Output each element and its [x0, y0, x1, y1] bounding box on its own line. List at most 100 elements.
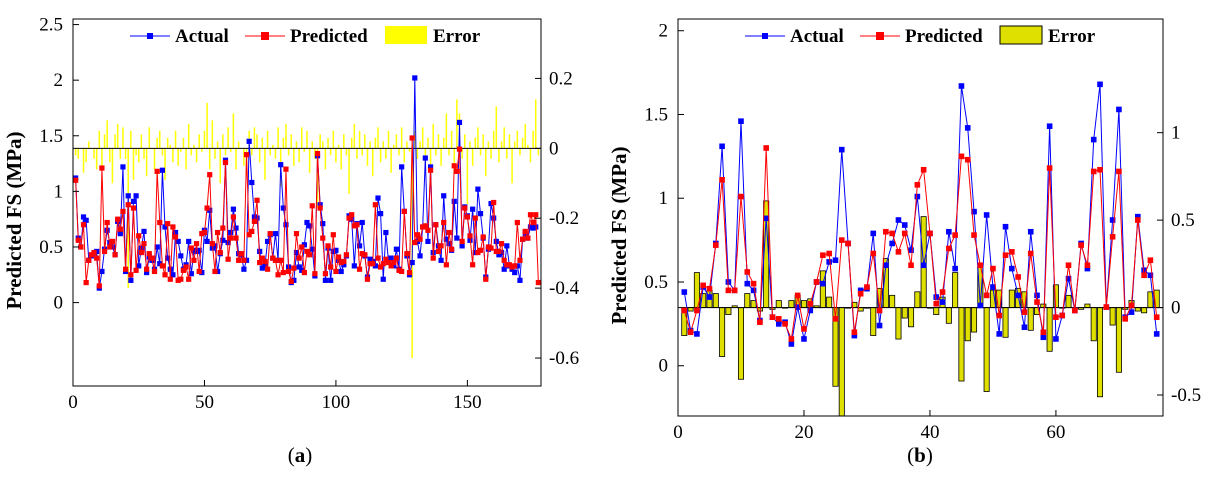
actual-point [958, 83, 965, 89]
error-bar [1046, 307, 1053, 352]
predicted-point [763, 145, 769, 151]
error-bar [403, 148, 406, 163]
error-bar [445, 113, 448, 149]
error-bar [140, 134, 143, 149]
predicted-point [694, 307, 700, 314]
actual-point [262, 263, 268, 269]
actual-point [259, 265, 265, 271]
panel-label-part: ) [305, 443, 312, 467]
predicted-point [870, 250, 877, 257]
y2-tick-label: 0 [1171, 298, 1181, 319]
predicted-point [832, 316, 839, 322]
actual-point [1153, 331, 1160, 337]
error-bar [198, 134, 200, 149]
error-bar [300, 127, 303, 149]
error-bar [361, 148, 363, 156]
error-bar [516, 130, 519, 149]
predicted-point [857, 290, 864, 297]
predicted-point [1027, 250, 1034, 257]
actual-point [393, 246, 399, 252]
predicted-point [225, 256, 231, 262]
error-bar [74, 148, 77, 156]
predicted-point [285, 268, 292, 275]
error-bar [408, 148, 411, 152]
actual-point [1034, 292, 1040, 299]
predicted-point [514, 219, 520, 226]
actual-point [750, 287, 757, 294]
predicted-point [1015, 274, 1021, 280]
actual-point [204, 238, 210, 245]
actual-point [367, 256, 373, 262]
error-bar [500, 141, 503, 149]
actual-point [146, 254, 152, 260]
predicted-point [1021, 309, 1028, 315]
actual-point [983, 212, 990, 218]
error-bar [440, 148, 442, 166]
predicted-line [75, 137, 539, 286]
predicted-point [401, 208, 407, 214]
predicted-point [901, 230, 908, 237]
error-bar [487, 141, 490, 149]
predicted-point [427, 167, 434, 173]
actual-point [1021, 324, 1028, 331]
predicted-point [128, 272, 134, 278]
x-tick-label: 50 [195, 392, 214, 413]
predicted-point [278, 257, 284, 263]
panel-label-part: ( [288, 443, 295, 467]
error-bar [93, 148, 95, 159]
predicted-point [270, 255, 276, 261]
error-bar [1084, 303, 1091, 308]
predicted-point [220, 225, 226, 231]
error-bar [243, 148, 245, 166]
error-bar [395, 134, 398, 149]
predicted-point [1135, 217, 1141, 223]
actual-point [254, 215, 260, 221]
error-bar [390, 148, 392, 173]
error-bar [258, 148, 261, 163]
predicted-point [443, 262, 449, 268]
predicted-point [120, 208, 126, 214]
error-bar [450, 130, 453, 149]
error-bar [214, 148, 216, 159]
predicted-point [370, 261, 376, 267]
predicted-point [744, 269, 751, 275]
error-bar [521, 137, 524, 149]
error-bar [174, 130, 177, 149]
error-bar [479, 148, 482, 156]
predicted-point [186, 276, 192, 282]
x-tick-label: 20 [794, 422, 813, 443]
predicted-point [396, 267, 402, 273]
actual-point [278, 162, 284, 168]
predicted-point [908, 262, 914, 269]
error-bar [712, 293, 719, 308]
actual-point [971, 208, 977, 215]
actual-point [320, 221, 326, 227]
error-bar [456, 99, 458, 149]
error-bar [132, 148, 135, 180]
actual-point [391, 263, 397, 269]
predicted-point [178, 276, 184, 282]
predicted-point [378, 264, 384, 270]
predicted-point [464, 214, 470, 220]
error-bar [298, 148, 300, 163]
actual-point [801, 336, 807, 342]
actual-point [283, 222, 289, 228]
y-tick-label: 1 [659, 188, 669, 209]
predicted-point [472, 215, 478, 221]
error-bar [442, 137, 445, 149]
error-bar [952, 272, 959, 308]
predicted-point [288, 278, 294, 285]
actual-point [832, 257, 839, 264]
actual-point [80, 214, 87, 220]
predicted-point [138, 249, 144, 256]
error-bar [348, 148, 350, 194]
error-bar [324, 148, 327, 170]
error-bar [322, 141, 324, 149]
error-bar [895, 307, 902, 340]
predicted-point [498, 241, 505, 247]
error-bar [971, 307, 978, 333]
actual-point [328, 277, 334, 283]
predicted-point [414, 232, 421, 238]
predicted-point [383, 256, 389, 262]
